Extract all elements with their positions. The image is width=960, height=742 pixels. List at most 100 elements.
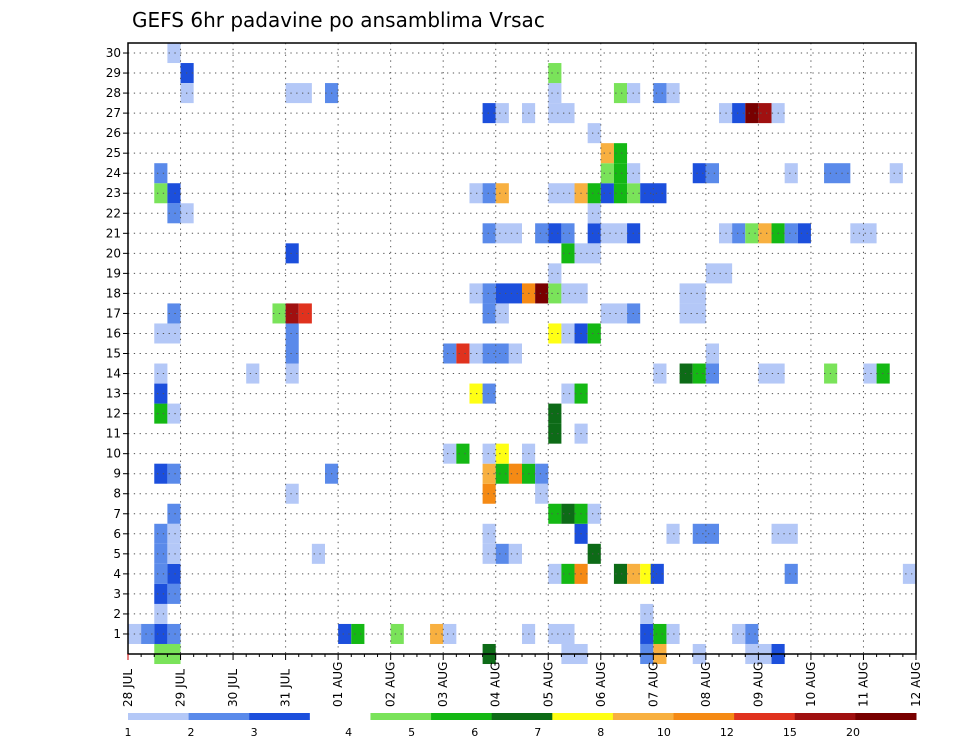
colorbar-segment bbox=[734, 713, 796, 720]
precip-cell bbox=[167, 563, 181, 584]
precip-cell bbox=[167, 543, 181, 564]
colorbar-segment bbox=[794, 713, 856, 720]
precip-cell bbox=[482, 443, 496, 464]
precip-cell bbox=[495, 183, 509, 204]
precip-cell bbox=[613, 563, 628, 584]
precip-cell bbox=[548, 183, 575, 204]
precip-cell bbox=[902, 563, 916, 584]
precip-cell bbox=[535, 283, 549, 304]
precip-cell bbox=[508, 543, 522, 564]
precip-cell bbox=[495, 223, 522, 244]
precip-cell bbox=[548, 63, 562, 84]
y-tick-label: 22 bbox=[106, 206, 121, 220]
precip-cell bbox=[246, 363, 260, 384]
precip-cell bbox=[298, 303, 312, 324]
precip-cell bbox=[495, 103, 509, 124]
colorbar-segment bbox=[491, 713, 553, 720]
y-tick-label: 5 bbox=[113, 547, 121, 561]
precip-cell bbox=[587, 123, 601, 144]
colorbar-segment bbox=[309, 713, 371, 720]
precip-cell bbox=[666, 523, 680, 544]
x-tick-label: 09 AUG bbox=[751, 662, 765, 707]
precip-cell bbox=[154, 363, 168, 384]
precip-cell bbox=[745, 623, 759, 644]
precip-cell bbox=[784, 163, 798, 184]
precip-cell bbox=[167, 303, 181, 324]
precip-cell bbox=[167, 43, 181, 64]
precip-cell bbox=[692, 523, 719, 544]
colorbar-segment bbox=[855, 713, 917, 720]
precip-cell bbox=[535, 223, 549, 244]
precip-cell bbox=[732, 103, 746, 124]
colorbar-label: 2 bbox=[188, 726, 195, 739]
colorbar-label: 3 bbox=[251, 726, 258, 739]
precip-cell bbox=[456, 343, 470, 364]
precip-cell bbox=[167, 503, 181, 524]
precip-cell bbox=[613, 163, 628, 184]
colorbar-label: 20 bbox=[846, 726, 860, 739]
colorbar-label: 7 bbox=[534, 726, 541, 739]
precip-cell bbox=[679, 363, 693, 384]
precip-cell bbox=[482, 383, 496, 404]
precip-cell bbox=[692, 363, 706, 384]
y-tick-label: 2 bbox=[113, 607, 121, 621]
colorbar: 1 2 3 4 5 6 7 8 10 12 15 20 bbox=[125, 713, 917, 739]
precip-cell bbox=[705, 163, 719, 184]
precip-cell bbox=[495, 463, 509, 484]
precip-cell bbox=[705, 343, 719, 364]
precip-cell bbox=[443, 343, 457, 364]
x-tick-label: 05 AUG bbox=[541, 662, 555, 707]
precip-cell bbox=[508, 463, 522, 484]
precip-cell bbox=[653, 83, 667, 104]
precip-cell bbox=[587, 323, 601, 344]
precip-cell bbox=[705, 363, 719, 384]
colorbar-segment bbox=[431, 713, 493, 720]
precip-cell bbox=[640, 603, 654, 624]
y-tick-label: 13 bbox=[106, 387, 121, 401]
precip-cell bbox=[167, 203, 181, 224]
colorbar-label: 5 bbox=[408, 726, 415, 739]
y-tick-label: 1 bbox=[113, 627, 121, 641]
precip-cells bbox=[128, 43, 916, 665]
precip-cell bbox=[482, 343, 509, 364]
precip-cell bbox=[285, 363, 299, 384]
precip-cell bbox=[285, 303, 299, 324]
x-tick-label: 06 AUG bbox=[594, 662, 608, 707]
precip-cell bbox=[548, 423, 562, 444]
precip-cell bbox=[587, 183, 601, 204]
x-tick-label: 31 JUL bbox=[279, 669, 293, 707]
precip-cell bbox=[154, 603, 168, 624]
precip-cell bbox=[587, 543, 601, 564]
precip-cell bbox=[653, 363, 667, 384]
colorbar-label: 4 bbox=[345, 726, 352, 739]
precip-cell bbox=[640, 623, 654, 644]
precip-cell bbox=[535, 463, 549, 484]
precip-cell bbox=[154, 383, 168, 404]
precip-cell bbox=[600, 303, 628, 324]
precip-cell bbox=[679, 303, 706, 324]
precip-cell bbox=[587, 223, 601, 244]
precip-cell bbox=[600, 163, 614, 184]
colorbar-label: 15 bbox=[783, 726, 797, 739]
precip-cell bbox=[548, 263, 562, 284]
precip-cell bbox=[889, 163, 903, 184]
precip-cell bbox=[443, 443, 457, 464]
precip-cell bbox=[495, 303, 509, 324]
precip-cell bbox=[613, 183, 628, 204]
precip-cell bbox=[640, 563, 654, 584]
precip-cell bbox=[154, 463, 168, 484]
colorbar-segment bbox=[673, 713, 735, 720]
x-tick-label: 29 JUL bbox=[174, 669, 188, 707]
precip-cell bbox=[154, 163, 168, 184]
precip-cell bbox=[574, 243, 601, 264]
precip-cell bbox=[285, 83, 312, 104]
precip-cell bbox=[784, 563, 798, 584]
precip-cell bbox=[167, 403, 181, 424]
precip-cell bbox=[613, 143, 628, 164]
precip-cell bbox=[548, 623, 575, 644]
y-tick-label: 16 bbox=[106, 326, 121, 340]
dotted-grid bbox=[128, 43, 916, 654]
colorbar-label: 8 bbox=[597, 726, 604, 739]
colorbar-segment bbox=[552, 713, 614, 720]
chart-title: GEFS 6hr padavine po ansamblima Vrsac bbox=[132, 8, 545, 32]
